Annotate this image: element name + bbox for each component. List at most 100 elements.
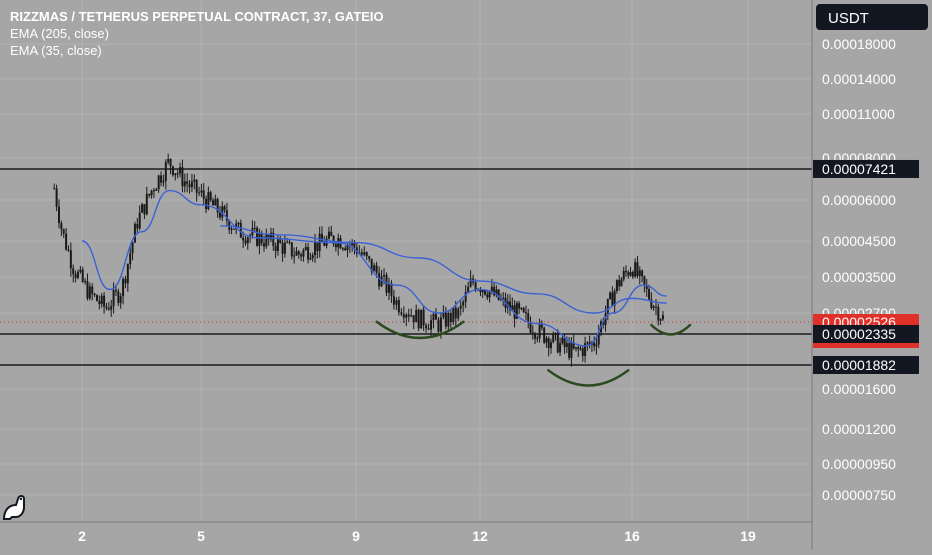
candle-body — [198, 192, 201, 194]
candle-body — [72, 268, 75, 275]
candle-body — [300, 254, 303, 257]
candle-body — [495, 289, 498, 296]
annotation-arc — [375, 320, 465, 340]
candle-body — [657, 307, 660, 321]
candle-body — [105, 306, 108, 309]
price-tick-label: 0.00018000 — [822, 36, 896, 52]
candle-body — [267, 234, 270, 240]
candle-body — [552, 333, 555, 343]
candle-body — [454, 307, 457, 319]
candle-body — [302, 250, 305, 257]
candle-body — [141, 204, 144, 213]
drawings — [375, 320, 692, 387]
level-price-badge — [813, 159, 919, 178]
candle-body — [131, 242, 134, 254]
legend-ema-205[interactable]: EMA (205, close) — [10, 26, 109, 41]
candle-body — [81, 269, 84, 282]
candle-body — [493, 286, 496, 296]
candle-body — [176, 173, 179, 175]
candle-body — [652, 306, 655, 308]
candle-body — [283, 242, 286, 254]
candle-body — [565, 343, 568, 347]
candle-body — [162, 181, 165, 183]
candle-body — [568, 343, 571, 358]
currency-button[interactable]: USDT — [816, 4, 928, 30]
candle-body — [230, 228, 233, 230]
candle-body — [547, 338, 550, 349]
candle-body — [595, 344, 598, 347]
candle-body — [486, 294, 489, 298]
candle-body — [459, 305, 462, 309]
candle-body — [223, 206, 226, 211]
candle-body — [531, 332, 534, 334]
candle-body — [625, 270, 628, 273]
candle-body — [561, 337, 564, 344]
candle-body — [549, 342, 552, 349]
candle-body — [577, 347, 580, 350]
candle-body — [643, 276, 646, 285]
candle-body — [467, 286, 470, 292]
candle-body — [659, 319, 662, 321]
time-tick-label: 12 — [472, 528, 488, 544]
candle-body — [370, 258, 373, 272]
candle-body — [422, 309, 425, 326]
candle-body — [124, 278, 127, 284]
candle-body — [174, 173, 177, 176]
candle-body — [276, 239, 279, 252]
legend: RIZZMAS / TETHERUS PERPETUAL CONTRACT, 3… — [10, 9, 384, 58]
candle-body — [490, 286, 493, 291]
candle-body — [481, 289, 484, 293]
candle-body — [171, 166, 174, 176]
candle-body — [412, 315, 415, 323]
candle-body — [442, 312, 445, 318]
dino-logo-icon[interactable] — [2, 495, 25, 520]
candle-body — [427, 328, 430, 330]
candle-body — [57, 206, 60, 224]
candle-body — [186, 181, 189, 185]
candle-body — [160, 175, 163, 183]
candle-body — [444, 312, 447, 327]
price-axis[interactable]: 0.000180000.000140000.000110000.00008000… — [822, 36, 896, 503]
price-tick-label: 0.00003500 — [822, 269, 896, 285]
candle-body — [385, 274, 388, 293]
time-tick-label: 9 — [352, 528, 360, 544]
level-price-label: 0.00001882 — [822, 357, 896, 373]
candle-body — [380, 276, 383, 287]
candle-body — [190, 181, 193, 188]
candle-body — [602, 321, 605, 325]
candle-body — [297, 251, 300, 255]
candle-body — [232, 228, 235, 230]
candle-body — [410, 315, 413, 317]
candle-body — [540, 323, 543, 328]
currency-label: USDT — [828, 10, 869, 27]
candle-body — [434, 313, 437, 320]
candle-body — [143, 204, 146, 215]
candle-body — [119, 296, 122, 303]
candle-body — [488, 290, 491, 298]
candle-body — [76, 271, 79, 278]
level-price-label: 0.00002335 — [822, 326, 896, 342]
chart-title: RIZZMAS / TETHERUS PERPETUAL CONTRACT, 3… — [10, 9, 384, 24]
candle-body — [84, 281, 87, 283]
candle-body — [316, 241, 319, 252]
legend-ema-35[interactable]: EMA (35, close) — [10, 43, 102, 58]
time-axis[interactable]: 2 5 9 12 16 19 — [78, 528, 756, 544]
candle-body — [293, 255, 296, 257]
candle-body — [207, 192, 210, 210]
candle-body — [622, 270, 625, 280]
candle-body — [588, 342, 591, 345]
candle-body — [295, 251, 298, 256]
candle-body — [117, 291, 120, 303]
candle-body — [314, 241, 317, 256]
annotation-arc — [547, 369, 630, 387]
candle-body — [74, 274, 77, 278]
candle-body — [150, 190, 153, 196]
candle-body — [469, 278, 472, 287]
candle-body — [570, 342, 573, 358]
candle-body — [114, 290, 117, 292]
candle-body — [55, 188, 58, 207]
candle-body — [383, 274, 386, 277]
candle-body — [218, 212, 221, 218]
candle-body — [520, 308, 523, 310]
